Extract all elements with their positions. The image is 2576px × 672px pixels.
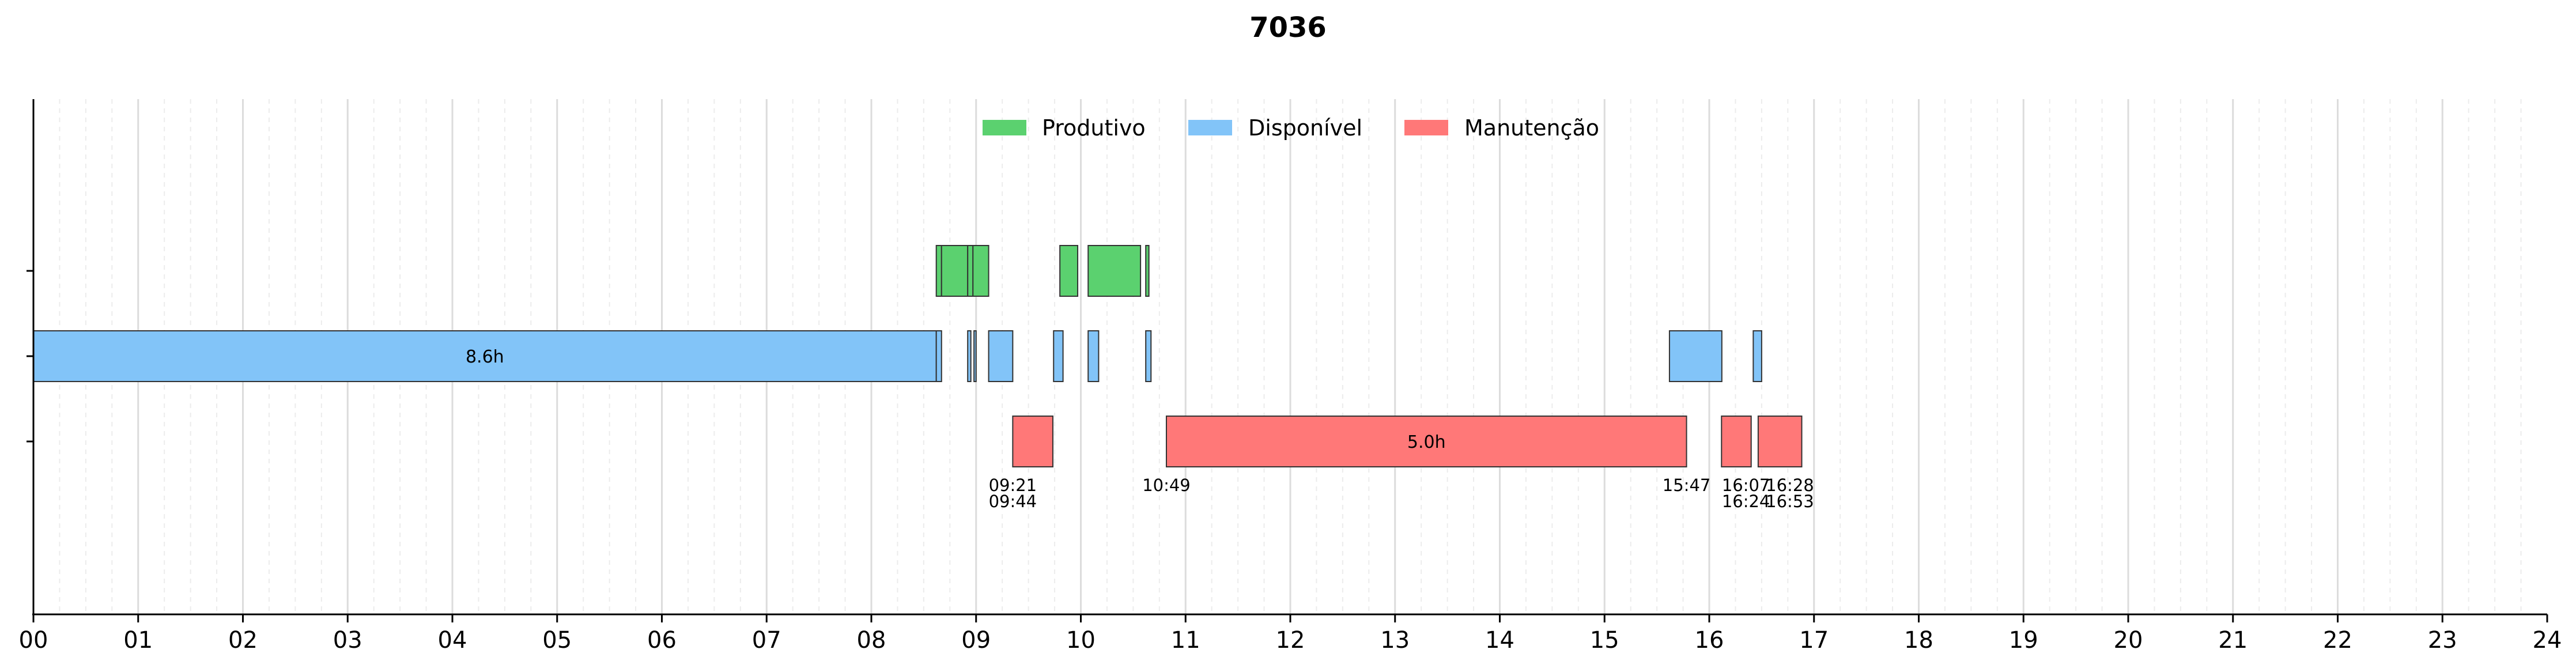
x-tick-label: 08 xyxy=(857,627,886,654)
bar-produtivo xyxy=(1087,245,1142,297)
bar-manuteno xyxy=(1721,416,1752,467)
bar-disponvel xyxy=(1668,330,1723,382)
legend: Produtivo Disponível Manutenção xyxy=(983,115,1599,141)
time-annotation: 15:47 xyxy=(1663,475,1711,495)
x-tick-label: 21 xyxy=(2218,627,2248,654)
x-tick-label: 01 xyxy=(123,627,153,654)
time-annotation: 09:21 xyxy=(989,475,1037,495)
x-tick-label: 07 xyxy=(752,627,781,654)
time-annotation: 09:44 xyxy=(989,492,1037,511)
bar-produtivo xyxy=(1145,245,1150,297)
bar-produtivo xyxy=(967,245,974,297)
x-tick-label: 00 xyxy=(19,627,48,654)
time-annotation: 16:24 xyxy=(1722,492,1770,511)
x-tick-label: 12 xyxy=(1276,627,1305,654)
bar-manuteno xyxy=(1012,416,1053,467)
x-tick-label: 13 xyxy=(1380,627,1410,654)
bar-disponvel xyxy=(1053,330,1064,382)
bar-produtivo xyxy=(972,245,989,297)
bar-duration-label: 5.0h xyxy=(1407,432,1446,452)
time-annotation: 16:28 xyxy=(1766,475,1814,495)
x-tick-label: 18 xyxy=(1904,627,1933,654)
grid-lines xyxy=(59,99,2522,614)
x-tick-label: 10 xyxy=(1066,627,1096,654)
x-tick-label: 09 xyxy=(961,627,991,654)
bar-disponvel xyxy=(973,330,977,382)
x-tick-label: 11 xyxy=(1171,627,1200,654)
x-tick-label: 02 xyxy=(228,627,258,654)
x-tick-label: 05 xyxy=(542,627,572,654)
x-tick-label: 04 xyxy=(438,627,467,654)
x-tick-label: 06 xyxy=(647,627,677,654)
axes: 00 01 02 03 04 05 06 07 08 09 10 11 12 13 14 15 16 17 18 19… xyxy=(19,99,2562,654)
bar-disponvel xyxy=(988,330,1014,382)
bar-disponvel xyxy=(935,330,942,382)
bar-duration-label: 8.6h xyxy=(466,347,504,367)
bar-disponvel xyxy=(1145,330,1152,382)
legend-label: Produtivo xyxy=(1042,115,1146,141)
bar-produtivo xyxy=(1059,245,1079,297)
bar-produtivo xyxy=(935,245,942,297)
bar-disponvel xyxy=(967,330,972,382)
legend-label: Disponível xyxy=(1248,115,1362,141)
time-annotation: 16:53 xyxy=(1766,492,1814,511)
legend-label: Manutenção xyxy=(1464,115,1599,141)
time-annotation: 16:07 xyxy=(1722,475,1770,495)
bar-disponvel xyxy=(1087,330,1100,382)
x-tick-label: 16 xyxy=(1695,627,1724,654)
legend-swatch xyxy=(1404,120,1448,135)
x-tick-label: 17 xyxy=(1799,627,1829,654)
x-tick-label: 15 xyxy=(1590,627,1619,654)
bar-manuteno xyxy=(1165,416,1687,467)
chart-title: 7036 xyxy=(1249,12,1327,44)
x-tick-label: 23 xyxy=(2428,627,2457,654)
legend-swatch xyxy=(1188,120,1232,135)
x-tick-label: 20 xyxy=(2114,627,2143,654)
x-tick-label: 14 xyxy=(1485,627,1514,654)
x-tick-label: 03 xyxy=(333,627,362,654)
x-tick-label: 24 xyxy=(2533,627,2562,654)
bar-manuteno xyxy=(1757,416,1803,467)
legend-swatch xyxy=(983,120,1026,135)
x-tick-label: 22 xyxy=(2323,627,2352,654)
bar-produtivo xyxy=(940,245,969,297)
time-annotation: 10:49 xyxy=(1142,475,1191,495)
bars: 8.6h 5.0h xyxy=(33,245,1803,467)
x-tick-label: 19 xyxy=(2009,627,2038,654)
bar-disponvel xyxy=(1752,330,1762,382)
